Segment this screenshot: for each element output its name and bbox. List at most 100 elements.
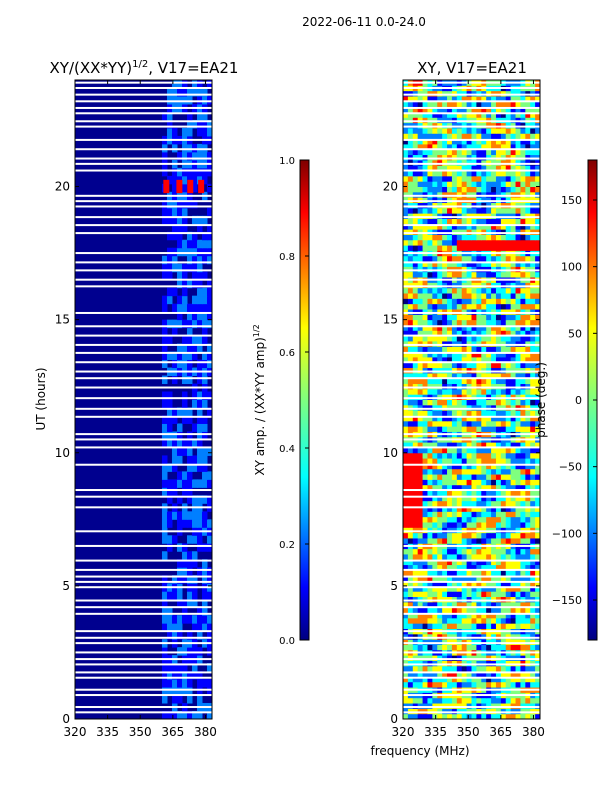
phase-cell [491, 463, 497, 470]
phase-cell [407, 191, 414, 198]
amplitude-cell [166, 663, 173, 672]
phase-cell [486, 617, 492, 624]
phase-gap [403, 377, 540, 380]
phase-cell [530, 415, 536, 422]
phase-cell [530, 468, 536, 475]
phase-cell [491, 165, 497, 172]
phase-cell [530, 681, 536, 688]
phase-cell [476, 356, 482, 363]
phase-cell [520, 335, 526, 342]
amplitude-cell [181, 479, 188, 488]
right-y-tick-label: 0 [390, 712, 398, 726]
phase-cell [461, 154, 468, 161]
phase-cell [447, 362, 453, 369]
phase-cell [515, 671, 521, 677]
phase-cell [407, 101, 414, 108]
phase-cell [461, 447, 468, 454]
phase-cell [525, 287, 531, 294]
phase-cell [481, 191, 487, 198]
phase-cell [535, 293, 540, 299]
phase-cell [442, 218, 448, 225]
amplitude-cell [181, 471, 188, 480]
phase-cell [417, 596, 424, 603]
phase-cell [451, 426, 458, 432]
amplitude-cell [181, 319, 188, 329]
phase-cell [432, 314, 438, 321]
phase-cell [510, 170, 517, 177]
phase-cell [500, 298, 507, 305]
phase-cell [422, 367, 428, 374]
phase-cell [505, 383, 512, 390]
phase-cell [471, 383, 477, 390]
phase-cell [500, 458, 507, 464]
phase-cell [412, 122, 419, 129]
phase-cell [417, 223, 424, 230]
phase-cell [486, 404, 492, 411]
phase-cell [456, 261, 463, 267]
phase-cell [437, 623, 443, 629]
phase-gap [403, 586, 540, 589]
amplitude-cell [171, 415, 178, 424]
phase-cell [486, 474, 492, 480]
amplitude-cell [191, 279, 198, 289]
phase-cell [535, 516, 540, 523]
amplitude-cell [171, 407, 178, 416]
phase-cell [442, 665, 448, 672]
phase-cell [422, 362, 428, 369]
amplitude-cell [186, 303, 193, 313]
phase-cell [491, 213, 497, 219]
amplitude-cell [181, 647, 188, 656]
phase-gap [403, 658, 540, 661]
phase-cell [437, 660, 443, 667]
right-x-tick-label: 335 [424, 725, 447, 739]
phase-cell [500, 106, 507, 113]
phase-cell [486, 463, 492, 470]
phase-cell [427, 708, 433, 715]
phase-cell [520, 133, 526, 140]
phase-cell [471, 559, 477, 566]
phase-cell [422, 415, 428, 422]
phase-cell [520, 314, 526, 321]
phase-cell [466, 165, 472, 172]
phase-cell [495, 191, 502, 198]
phase-cell [515, 585, 521, 592]
phase-cell [456, 490, 463, 496]
phase-cell [535, 202, 540, 209]
phase-cell [456, 399, 463, 406]
phase-cell [481, 500, 487, 507]
phase-cell [476, 351, 482, 358]
phase-cell [471, 591, 477, 598]
phase-cell [447, 521, 453, 528]
phase-cell [486, 165, 492, 172]
phase-cell [510, 117, 517, 124]
phase-cell [422, 612, 428, 619]
phase-cell [476, 697, 482, 704]
phase-cell [505, 159, 512, 166]
phase-cell [481, 548, 487, 555]
phase-cell [422, 293, 428, 299]
phase-cell [476, 468, 482, 475]
amplitude-cell [171, 711, 178, 719]
phase-cell [442, 426, 448, 432]
phase-cell [535, 484, 540, 491]
phase-cell [451, 596, 458, 603]
phase-cell [451, 271, 458, 278]
phase-cell [407, 287, 414, 294]
phase-cell [461, 314, 468, 321]
amplitude-cell [196, 271, 203, 281]
phase-cell [481, 537, 487, 544]
phase-cell [500, 474, 507, 480]
phase-cell [481, 575, 487, 582]
phase-cell [510, 175, 517, 182]
phase-cell [520, 143, 526, 150]
phase-cell [412, 218, 419, 225]
phase-cell [407, 106, 414, 113]
phase-cell [417, 559, 424, 566]
phase-cell [510, 660, 517, 667]
phase-cell [500, 644, 507, 651]
phase-cell [461, 426, 468, 432]
phase-cell [417, 601, 424, 608]
phase-cell [471, 234, 477, 241]
amplitude-cell [161, 455, 168, 464]
phase-cell [515, 596, 521, 603]
